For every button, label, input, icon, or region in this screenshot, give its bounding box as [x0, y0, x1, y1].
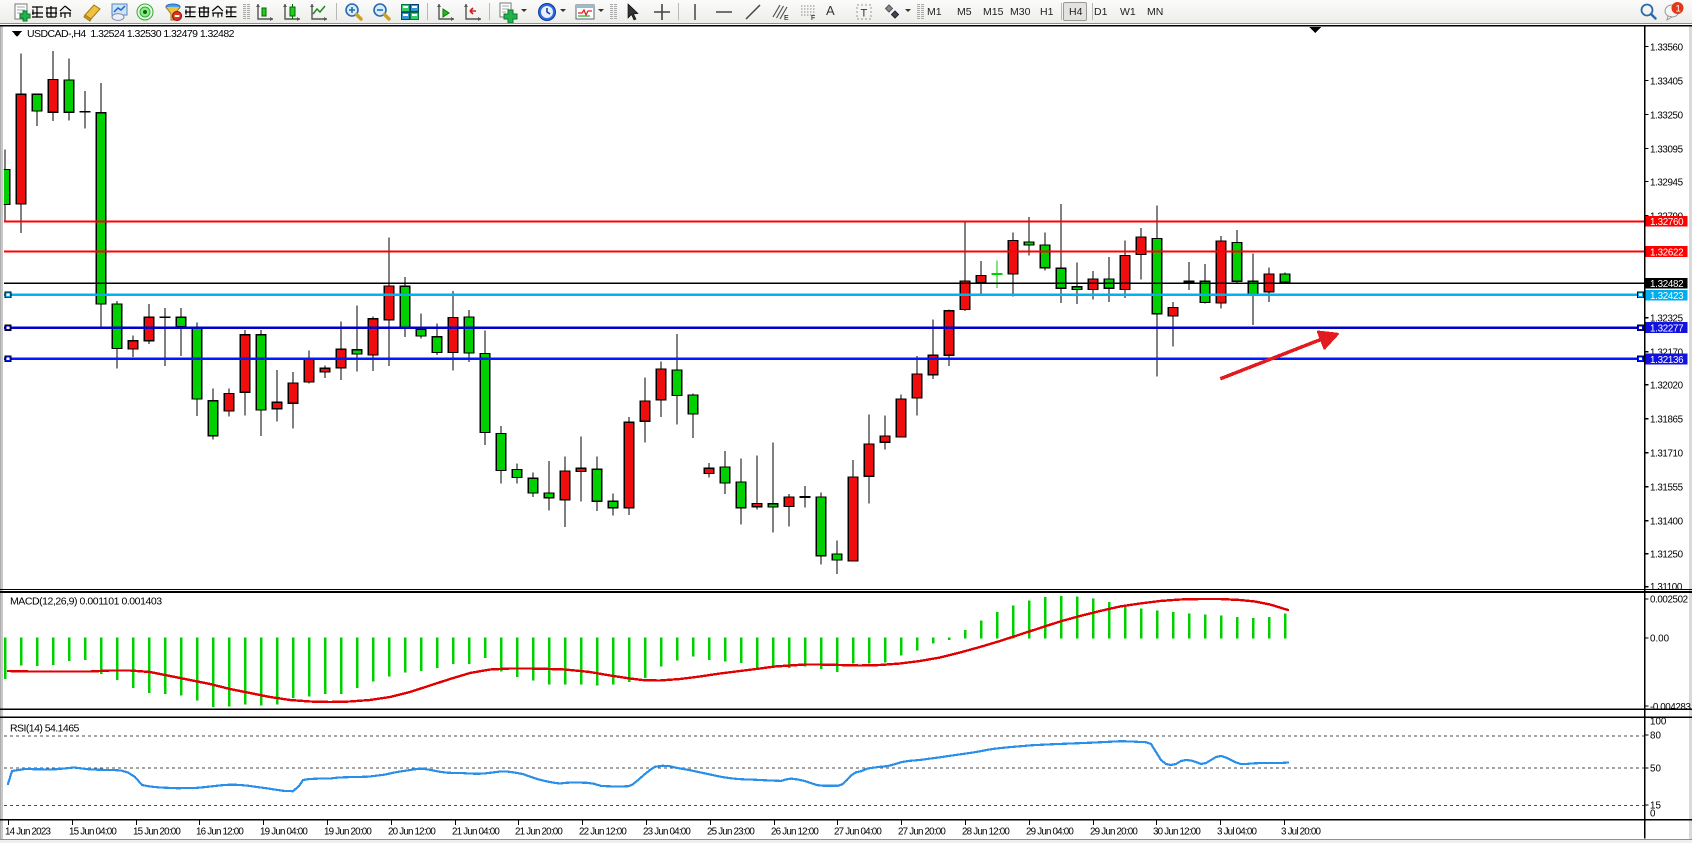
svg-text:1.33250: 1.33250	[1650, 110, 1684, 121]
svg-text:1.32423: 1.32423	[1650, 291, 1684, 302]
svg-text:16 Jun 12:00: 16 Jun 12:00	[196, 827, 244, 838]
svg-text:0: 0	[1650, 809, 1656, 820]
svg-text:50: 50	[1650, 764, 1661, 775]
svg-text:19 Jun 04:00: 19 Jun 04:00	[260, 827, 308, 838]
svg-text:1.31710: 1.31710	[1650, 449, 1684, 460]
svg-text:1.31865: 1.31865	[1650, 415, 1684, 426]
svg-text:1.32020: 1.32020	[1650, 381, 1684, 392]
svg-text:1.33405: 1.33405	[1650, 76, 1684, 87]
svg-text:1.31555: 1.31555	[1650, 483, 1684, 494]
svg-text:80: 80	[1650, 731, 1661, 742]
svg-text:23 Jun 04:00: 23 Jun 04:00	[643, 827, 691, 838]
svg-text:3 Jul 04:00: 3 Jul 04:00	[1217, 827, 1257, 838]
svg-text:1.31100: 1.31100	[1650, 582, 1683, 593]
svg-text:1.32760: 1.32760	[1650, 217, 1684, 228]
svg-text:1.33095: 1.33095	[1650, 144, 1684, 155]
svg-text:1.32325: 1.32325	[1650, 314, 1684, 325]
svg-text:0.002502: 0.002502	[1650, 594, 1688, 605]
svg-text:26 Jun 12:00: 26 Jun 12:00	[771, 827, 819, 838]
svg-text:19 Jun 20:00: 19 Jun 20:00	[324, 827, 372, 838]
svg-text:27 Jun 04:00: 27 Jun 04:00	[834, 827, 882, 838]
svg-text:1.32170: 1.32170	[1650, 348, 1684, 359]
svg-text:1.32482: 1.32482	[1650, 279, 1683, 290]
svg-text:29 Jun 04:00: 29 Jun 04:00	[1026, 827, 1074, 838]
svg-text:1.31400: 1.31400	[1650, 517, 1684, 528]
svg-text:25 Jun 23:00: 25 Jun 23:00	[707, 827, 755, 838]
svg-text:MACD(12,26,9) 0.001101 0.00140: MACD(12,26,9) 0.001101 0.001403	[10, 595, 162, 607]
svg-text:29 Jun 20:00: 29 Jun 20:00	[1090, 827, 1138, 838]
svg-text:3 Jul 20:00: 3 Jul 20:00	[1281, 827, 1321, 838]
svg-text:28 Jun 12:00: 28 Jun 12:00	[962, 827, 1010, 838]
svg-text:14 Jun 2023: 14 Jun 2023	[5, 827, 51, 838]
svg-text:15 Jun 04:00: 15 Jun 04:00	[69, 827, 117, 838]
svg-text:15 Jun 20:00: 15 Jun 20:00	[133, 827, 181, 838]
svg-text:15: 15	[1650, 801, 1661, 812]
svg-text:E: E	[784, 15, 789, 22]
svg-text:1.32622: 1.32622	[1650, 248, 1683, 259]
svg-text:0.00: 0.00	[1650, 633, 1670, 644]
svg-text:100: 100	[1650, 717, 1667, 728]
svg-text:1: 1	[1676, 4, 1681, 15]
svg-text:30 Jun 12:00: 30 Jun 12:00	[1153, 827, 1201, 838]
svg-text:21 Jun 04:00: 21 Jun 04:00	[452, 827, 500, 838]
svg-text:USDCAD-,H4 1.32524 1.32530 1.: USDCAD-,H4 1.32524 1.32530 1.32479 1.324…	[27, 28, 235, 40]
svg-text:22 Jun 12:00: 22 Jun 12:00	[579, 827, 627, 838]
svg-text:1.32136: 1.32136	[1650, 355, 1684, 366]
svg-text:20 Jun 12:00: 20 Jun 12:00	[388, 827, 436, 838]
svg-text:27 Jun 20:00: 27 Jun 20:00	[898, 827, 946, 838]
svg-text:F: F	[811, 15, 815, 22]
svg-text:1.31250: 1.31250	[1650, 550, 1684, 561]
svg-text:RSI(14) 54.1465: RSI(14) 54.1465	[10, 722, 80, 734]
svg-text:1.32945: 1.32945	[1650, 177, 1684, 188]
svg-text:T: T	[861, 8, 868, 20]
svg-text:-0.004283: -0.004283	[1650, 702, 1691, 713]
svg-text:21 Jun 20:00: 21 Jun 20:00	[515, 827, 563, 838]
svg-text:1.33560: 1.33560	[1650, 42, 1684, 53]
svg-text:1.32277: 1.32277	[1650, 324, 1683, 335]
